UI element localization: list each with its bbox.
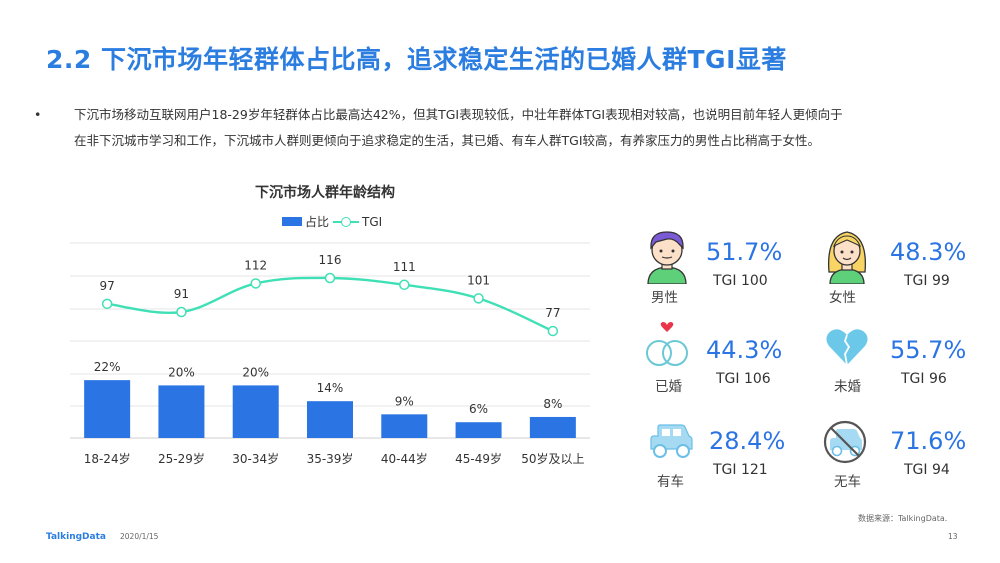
category-tick-label: 50岁及以上 xyxy=(521,451,584,466)
tgi-point xyxy=(324,272,336,284)
data-source: 数据来源：TalkingData. xyxy=(858,514,948,523)
category-tick-label: 40-44岁 xyxy=(381,451,428,466)
tgi-point xyxy=(176,306,187,318)
married-tgi: TGI 106 xyxy=(716,371,771,387)
tgi-point xyxy=(250,278,261,289)
nocar-percentage: 71.6% xyxy=(890,427,967,455)
bar-18-24岁 xyxy=(84,380,131,438)
summary-paragraph: • 下沉市场移动互联网用户18-29岁年轻群体占比最高达42%，但其TGI表现较… xyxy=(34,102,974,154)
male-percentage: 51.7% xyxy=(706,238,783,266)
heart-icon xyxy=(825,327,869,371)
legend-line-swatch xyxy=(333,216,360,228)
category-tick-label: 35-39岁 xyxy=(307,451,354,466)
age-structure-chart: 22% 18-24岁 20% 25-29岁 20% 30-34岁 14% 35-39岁 9% 40… xyxy=(70,242,590,466)
bar-value-label: 9% xyxy=(395,394,414,408)
legend-bar-swatch xyxy=(282,217,302,226)
female-tgi: TGI 99 xyxy=(904,273,950,289)
male-person-icon xyxy=(644,226,690,288)
car-label: 有车 xyxy=(657,474,684,490)
male-label: 男性 xyxy=(651,290,678,306)
bar-25-29岁 xyxy=(158,385,205,438)
female-percentage: 48.3% xyxy=(890,238,967,266)
unmarried-percentage: 55.7% xyxy=(890,336,967,364)
bar-value-label: 8% xyxy=(543,397,562,411)
page-title: 2.2 下沉市场年轻群体占比高，追求稳定生活的已婚人群TGI显著 xyxy=(46,45,787,74)
tgi-point xyxy=(101,298,113,310)
unmarried-tgi: TGI 96 xyxy=(901,371,947,387)
page-number: 13 xyxy=(948,532,958,541)
category-tick-label: 25-29岁 xyxy=(158,451,205,466)
bar-value-label: 20% xyxy=(168,365,195,379)
tgi-value-label: 91 xyxy=(174,287,189,301)
category-tick-label: 18-24岁 xyxy=(84,451,131,466)
bar-40-44岁 xyxy=(381,414,428,438)
female-label: 女性 xyxy=(829,290,856,306)
bar-50岁及以上 xyxy=(529,416,576,438)
tgi-point xyxy=(547,325,559,337)
nocar-tgi: TGI 94 xyxy=(904,462,950,478)
nocar-label: 无车 xyxy=(834,474,861,490)
tgi-value-label: 112 xyxy=(244,258,267,272)
bullet-icon: • xyxy=(34,107,42,122)
no-car-icon xyxy=(823,420,867,468)
car-tgi: TGI 121 xyxy=(713,462,768,478)
female-person-icon xyxy=(824,226,870,288)
bar-35-39岁 xyxy=(307,401,353,438)
bar-45-49岁 xyxy=(455,422,502,438)
car-percentage: 28.4% xyxy=(709,427,786,455)
bar-value-label: 14% xyxy=(317,381,344,395)
bar-value-label: 20% xyxy=(242,365,269,379)
bar-30-34岁 xyxy=(232,385,279,438)
chart-legend: 占比 TGI xyxy=(282,213,382,230)
tgi-value-label: 77 xyxy=(545,306,560,320)
tgi-point xyxy=(473,293,484,304)
category-tick-label: 30-34岁 xyxy=(232,451,279,466)
tgi-value-label: 101 xyxy=(467,273,490,287)
legend-line-label: TGI xyxy=(362,214,383,229)
legend-bar-label: 占比 xyxy=(305,215,330,229)
bar-value-label: 22% xyxy=(94,360,121,374)
brand-logo: TalkingData xyxy=(46,532,106,542)
bar-value-label: 6% xyxy=(469,402,488,416)
car-icon xyxy=(648,424,694,464)
footer-date: 2020/1/15 xyxy=(120,532,159,541)
wedding-rings-icon xyxy=(642,320,692,374)
chart-title: 下沉市场人群年龄结构 xyxy=(255,185,395,201)
category-tick-label: 45-49岁 xyxy=(455,451,502,466)
tgi-value-label: 97 xyxy=(100,279,115,293)
tgi-point xyxy=(399,279,410,291)
unmarried-label: 未婚 xyxy=(834,379,861,395)
male-tgi: TGI 100 xyxy=(713,273,768,289)
married-percentage: 44.3% xyxy=(706,336,783,364)
summary-line-2: 在非下沉城市学习和工作，下沉城市人群则更倾向于追求稳定的生活，其已婚、有车人群T… xyxy=(74,133,821,148)
summary-line-1: 下沉市场移动互联网用户18-29岁年轻群体占比最高达42%，但其TGI表现较低，… xyxy=(74,107,843,122)
tgi-value-label: 111 xyxy=(393,260,416,274)
tgi-value-label: 116 xyxy=(319,253,342,267)
married-label: 已婚 xyxy=(655,379,682,395)
